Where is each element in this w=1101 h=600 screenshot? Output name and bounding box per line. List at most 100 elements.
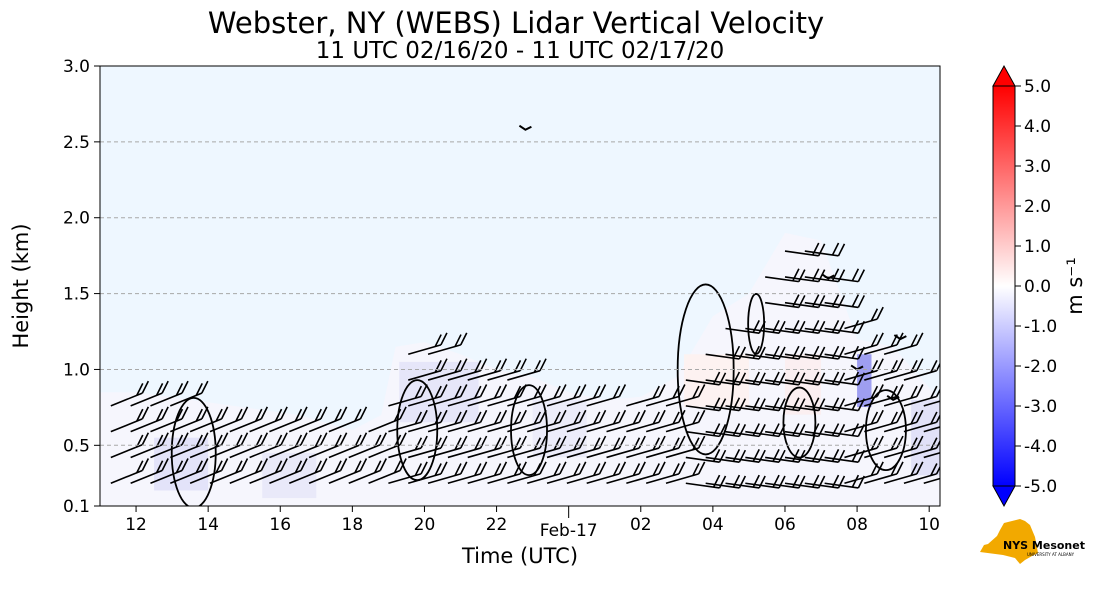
- contour-loop: [510, 384, 548, 477]
- contour-loop: [865, 389, 907, 472]
- colorbar-tick-label: -3.0: [1024, 397, 1057, 417]
- ny-state-shape: [980, 519, 1038, 564]
- velocity-patch: [911, 399, 940, 476]
- wind-barb: [507, 358, 547, 381]
- wind-barb: [864, 358, 904, 381]
- data-point: [821, 273, 835, 280]
- wind-barb: [467, 409, 508, 433]
- colorbar: 5.0 4.0 3.0 2.0 1.0 0.0 -1.0 -2.0 -3.0 -4.0 -5.0 m…: [992, 64, 1087, 508]
- y-tick-label: 0.5: [63, 436, 90, 456]
- wind-barb: [844, 332, 884, 356]
- x-tick-label: 12: [125, 515, 147, 535]
- wind-barb: [526, 435, 567, 459]
- wind-barb: [487, 409, 527, 433]
- wind-barb: [288, 432, 328, 459]
- wind-barb: [447, 435, 488, 459]
- wind-barb: [269, 458, 308, 484]
- y-tick-label: 1.5: [63, 285, 90, 305]
- x-tick-label: 02: [630, 515, 652, 535]
- colorbar-tick-label: 2.0: [1024, 197, 1051, 217]
- wind-barb: [923, 477, 940, 485]
- wind-barb: [288, 406, 328, 433]
- wind-barb: [844, 409, 884, 433]
- wind-barb: [388, 435, 428, 459]
- wind-barb: [288, 458, 328, 484]
- colorbar-tick-label: 1.0: [1024, 237, 1051, 257]
- colorbar-tick-label: -2.0: [1024, 357, 1057, 377]
- x-tick-label: 04: [702, 515, 724, 535]
- x-tick-label: 14: [197, 515, 219, 535]
- contour-loop: [782, 386, 817, 459]
- wind-barb: [626, 435, 666, 459]
- wind-barb: [328, 406, 368, 433]
- wind-barb: [447, 409, 488, 433]
- wind-barb: [427, 358, 468, 381]
- wind-barb: [249, 406, 288, 433]
- wind-barb: [170, 380, 209, 407]
- wind-barb: [427, 461, 468, 485]
- wind-barb: [883, 409, 924, 433]
- gridlines: [100, 141, 940, 446]
- wind-barb: [150, 458, 189, 484]
- y-tick-label: 3.0: [63, 57, 90, 77]
- wind-barb: [408, 358, 448, 381]
- wind-barb: [487, 358, 527, 381]
- colorbar-gradient: [992, 85, 1016, 487]
- wind-barb: [606, 461, 646, 485]
- y-tick-label: 2.0: [63, 209, 90, 229]
- wind-barb: [209, 406, 249, 433]
- wind-barb: [665, 384, 706, 407]
- wind-barb: [844, 358, 884, 381]
- wind-barb: [566, 435, 607, 459]
- wind-barb: [586, 461, 627, 485]
- wind-barb: [864, 409, 904, 433]
- colorbar-tick-label: -5.0: [1024, 477, 1057, 497]
- wind-barb: [110, 380, 150, 407]
- wind-barb: [447, 358, 488, 381]
- x-tick-label: 20: [414, 515, 436, 535]
- x-tick-label: 08: [846, 515, 868, 535]
- wind-barb: [883, 332, 924, 356]
- wind-barb: [844, 384, 884, 407]
- nys-mesonet-logo: NYS Mesonet UNIVERSITY AT ALBANY: [980, 519, 1085, 564]
- x-tick-label: 18: [342, 515, 364, 535]
- wind-barb: [408, 332, 448, 356]
- date-tick-label: Feb-17: [540, 521, 598, 541]
- wind-barb: [507, 435, 547, 459]
- wind-barb: [209, 458, 249, 484]
- chart-subtitle: 11 UTC 02/16/20 - 11 UTC 02/17/20: [316, 38, 725, 64]
- wind-barb: [566, 384, 607, 407]
- wind-barb: [467, 358, 508, 381]
- x-tick-label: 16: [269, 515, 291, 535]
- wind-barb: [626, 409, 666, 433]
- wind-barb: [546, 384, 587, 407]
- wind-barb: [507, 384, 547, 407]
- wind-barb: [269, 406, 308, 433]
- wind-barb: [923, 426, 940, 433]
- wind-barb: [883, 435, 924, 459]
- colorbar-tick-label: 5.0: [1024, 77, 1051, 97]
- wind-barb: [427, 409, 468, 433]
- wind-barb: [844, 306, 884, 330]
- wind-barb: [189, 406, 229, 433]
- x-tick-label: 22: [486, 515, 508, 535]
- wind-barb: [526, 409, 567, 433]
- data-point: [518, 124, 532, 131]
- wind-barb: [150, 406, 189, 433]
- wind-barb: [645, 461, 686, 485]
- colorbar-min-arrow: [992, 485, 1016, 508]
- wind-barb: [229, 406, 269, 433]
- wind-barb: [130, 458, 169, 484]
- wind-barb: [566, 409, 607, 433]
- wind-barb: [189, 458, 229, 484]
- plot-frame: [99, 65, 941, 507]
- y-axis-label: Height (km): [9, 223, 33, 348]
- wind-barb: [606, 435, 646, 459]
- colorbar-ticks: 5.0 4.0 3.0 2.0 1.0 0.0 -1.0 -2.0 -3.0 -4.0 -5.0: [1015, 77, 1057, 497]
- plot-area: [99, 65, 941, 507]
- colorbar-tick-label: 0.0: [1024, 277, 1051, 297]
- contour-loop: [170, 397, 217, 506]
- wind-barb: [883, 358, 924, 381]
- wind-barb: [566, 461, 607, 485]
- data-point: [886, 394, 900, 401]
